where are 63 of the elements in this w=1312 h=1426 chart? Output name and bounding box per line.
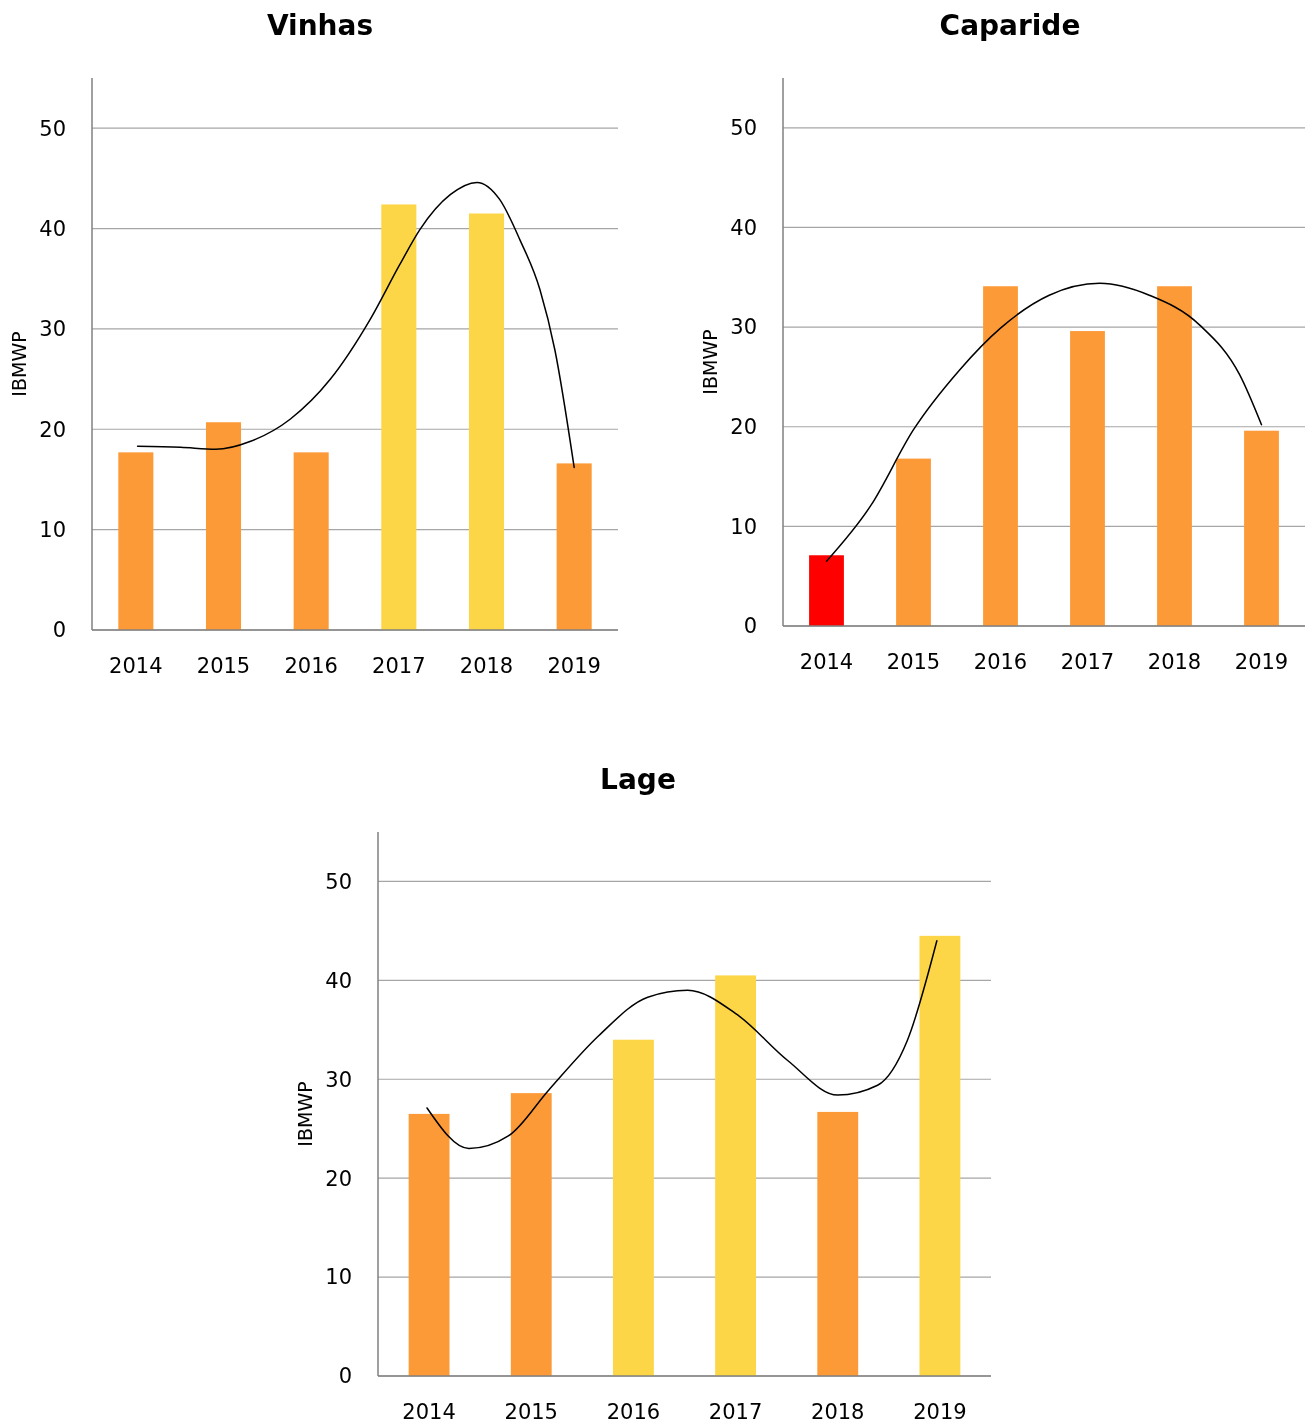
bar	[468, 213, 505, 630]
y-tick-label: 30	[325, 1067, 352, 1092]
y-tick-label: 40	[730, 215, 757, 240]
x-tick-label: 2015	[196, 654, 251, 678]
bar	[205, 422, 242, 630]
y-tick-label: 40	[39, 216, 66, 241]
bar	[612, 1039, 654, 1376]
bar	[556, 463, 592, 630]
y-tick-label: 30	[730, 315, 757, 340]
y-tick-label: 20	[39, 417, 66, 442]
chart-title: Caparide	[939, 9, 1081, 42]
x-tick-label: 2015	[886, 650, 941, 674]
x-tick-label: 2019	[547, 654, 601, 678]
chart-title: Lage	[600, 763, 676, 796]
y-tick-label: 10	[730, 514, 757, 539]
y-tick-label: 0	[338, 1364, 352, 1389]
x-tick-label: 2016	[606, 1400, 661, 1424]
y-tick-label: 50	[39, 116, 66, 141]
bar	[715, 975, 757, 1376]
y-axis-title: IBMWP	[699, 329, 721, 395]
y-tick-label: 0	[52, 618, 66, 643]
x-tick-label: 2016	[284, 654, 338, 678]
bar	[983, 286, 1018, 626]
x-tick-label: 2015	[504, 1400, 558, 1424]
bar	[118, 452, 154, 630]
bar	[1070, 331, 1105, 626]
bar	[817, 1111, 859, 1376]
x-tick-label: 2019	[913, 1400, 967, 1424]
y-tick-label: 10	[325, 1265, 352, 1290]
bar	[809, 555, 844, 626]
bar	[1157, 286, 1192, 626]
y-axis-title: IBMWP	[8, 331, 30, 397]
line-series	[825, 282, 1263, 562]
x-tick-label: 2019	[1234, 650, 1289, 674]
y-tick-label: 30	[39, 317, 66, 342]
y-tick-label: 0	[743, 614, 757, 639]
y-tick-label: 50	[325, 869, 352, 894]
bar	[510, 1093, 552, 1376]
y-tick-label: 20	[730, 415, 757, 440]
y-tick-label: 10	[39, 517, 66, 542]
bar	[896, 458, 931, 626]
x-tick-label: 2018	[811, 1400, 865, 1424]
bar	[293, 452, 329, 630]
x-tick-label: 2018	[1147, 650, 1202, 674]
bar	[919, 935, 961, 1376]
y-tick-label: 20	[325, 1166, 352, 1191]
bar	[381, 204, 417, 630]
x-tick-label: 2017	[372, 654, 426, 678]
y-tick-label: 50	[730, 116, 757, 141]
bar	[408, 1113, 450, 1376]
chart-title: Vinhas	[266, 9, 374, 42]
line-series	[136, 181, 575, 469]
x-tick-label: 2014	[402, 1400, 456, 1424]
y-tick-label: 40	[325, 968, 352, 993]
x-tick-label: 2014	[109, 654, 163, 678]
x-tick-label: 2017	[708, 1400, 763, 1424]
x-tick-label: 2014	[799, 650, 854, 674]
y-axis-title: IBMWP	[294, 1081, 316, 1147]
x-tick-label: 2017	[1060, 650, 1115, 674]
line-series	[426, 940, 938, 1150]
bar	[1244, 430, 1279, 626]
x-tick-label: 2018	[459, 654, 514, 678]
x-tick-label: 2016	[973, 650, 1028, 674]
